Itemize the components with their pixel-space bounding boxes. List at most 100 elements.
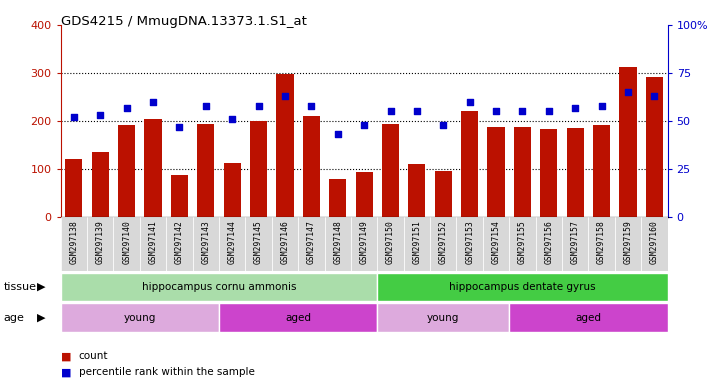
- Bar: [91, 152, 109, 217]
- Bar: [593, 125, 610, 217]
- Bar: [483, 217, 509, 271]
- Bar: [620, 67, 637, 217]
- Text: GSM297152: GSM297152: [439, 220, 448, 263]
- Bar: [377, 273, 668, 301]
- Point: [200, 103, 211, 109]
- Bar: [114, 217, 140, 271]
- Bar: [87, 217, 114, 271]
- Bar: [329, 179, 346, 217]
- Point: [279, 93, 291, 99]
- Text: GSM297155: GSM297155: [518, 220, 527, 263]
- Text: GSM297159: GSM297159: [623, 220, 633, 263]
- Text: GSM297139: GSM297139: [96, 220, 105, 263]
- Text: GSM297153: GSM297153: [466, 220, 474, 263]
- Bar: [567, 128, 584, 217]
- Bar: [377, 217, 403, 271]
- Bar: [272, 217, 298, 271]
- Bar: [430, 217, 456, 271]
- Text: ▶: ▶: [37, 282, 46, 292]
- Bar: [435, 171, 452, 217]
- Bar: [509, 217, 536, 271]
- Text: GSM297148: GSM297148: [333, 220, 342, 263]
- Text: GDS4215 / MmugDNA.13373.1.S1_at: GDS4215 / MmugDNA.13373.1.S1_at: [61, 15, 306, 28]
- Bar: [351, 217, 377, 271]
- Bar: [298, 217, 325, 271]
- Bar: [171, 175, 188, 217]
- Text: GSM297141: GSM297141: [149, 220, 158, 263]
- Point: [543, 108, 555, 114]
- Text: GSM297145: GSM297145: [254, 220, 263, 263]
- Text: young: young: [427, 313, 460, 323]
- Text: GSM297154: GSM297154: [491, 220, 501, 263]
- Point: [68, 114, 79, 120]
- Text: hippocampus dentate gyrus: hippocampus dentate gyrus: [449, 282, 595, 292]
- Text: GSM297143: GSM297143: [201, 220, 211, 263]
- Point: [385, 108, 396, 114]
- Bar: [219, 217, 246, 271]
- Text: count: count: [79, 351, 108, 361]
- Bar: [276, 74, 293, 217]
- Text: GSM297150: GSM297150: [386, 220, 395, 263]
- Text: young: young: [124, 313, 156, 323]
- Bar: [646, 77, 663, 217]
- Text: ■: ■: [61, 351, 71, 361]
- Point: [570, 104, 581, 111]
- Bar: [536, 217, 562, 271]
- Point: [491, 108, 502, 114]
- Bar: [641, 217, 668, 271]
- Text: aged: aged: [285, 313, 311, 323]
- Text: GSM297149: GSM297149: [360, 220, 368, 263]
- Text: GSM297142: GSM297142: [175, 220, 184, 263]
- Bar: [488, 127, 505, 217]
- Bar: [65, 159, 82, 217]
- Bar: [588, 217, 615, 271]
- Bar: [377, 303, 509, 332]
- Bar: [166, 217, 193, 271]
- Bar: [562, 217, 588, 271]
- Bar: [356, 172, 373, 217]
- Point: [623, 89, 634, 95]
- Text: GSM297146: GSM297146: [281, 220, 289, 263]
- Text: aged: aged: [575, 313, 601, 323]
- Bar: [615, 217, 641, 271]
- Text: GSM297151: GSM297151: [413, 220, 421, 263]
- Bar: [461, 111, 478, 217]
- Bar: [61, 303, 219, 332]
- Text: age: age: [4, 313, 24, 323]
- Bar: [246, 217, 272, 271]
- Text: ▶: ▶: [37, 313, 46, 323]
- Bar: [219, 303, 377, 332]
- Bar: [193, 217, 219, 271]
- Point: [147, 99, 159, 105]
- Bar: [303, 116, 320, 217]
- Point: [596, 103, 608, 109]
- Text: percentile rank within the sample: percentile rank within the sample: [79, 367, 254, 377]
- Text: GSM297160: GSM297160: [650, 220, 659, 263]
- Text: GSM297156: GSM297156: [544, 220, 553, 263]
- Text: hippocampus cornu ammonis: hippocampus cornu ammonis: [142, 282, 296, 292]
- Point: [253, 103, 264, 109]
- Text: GSM297140: GSM297140: [122, 220, 131, 263]
- Text: tissue: tissue: [4, 282, 36, 292]
- Point: [121, 104, 132, 111]
- Text: GSM297147: GSM297147: [307, 220, 316, 263]
- Bar: [540, 129, 558, 217]
- Text: GSM297144: GSM297144: [228, 220, 237, 263]
- Text: GSM297158: GSM297158: [597, 220, 606, 263]
- Bar: [118, 125, 135, 217]
- Point: [517, 108, 528, 114]
- Text: GSM297157: GSM297157: [570, 220, 580, 263]
- Bar: [61, 273, 377, 301]
- Bar: [250, 121, 267, 217]
- Point: [306, 103, 317, 109]
- Bar: [197, 124, 214, 217]
- Point: [649, 93, 660, 99]
- Text: ■: ■: [61, 367, 71, 377]
- Bar: [382, 124, 399, 217]
- Bar: [403, 217, 430, 271]
- Point: [226, 116, 238, 122]
- Bar: [140, 217, 166, 271]
- Point: [94, 112, 106, 118]
- Point: [358, 122, 370, 128]
- Text: GSM297138: GSM297138: [69, 220, 79, 263]
